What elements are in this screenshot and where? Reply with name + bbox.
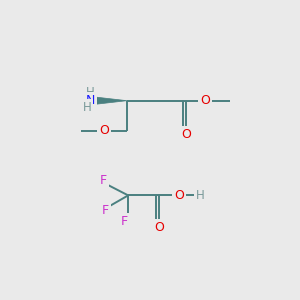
Text: O: O (174, 189, 184, 202)
Text: O: O (200, 94, 210, 107)
Text: H: H (86, 86, 95, 99)
Text: F: F (100, 174, 107, 187)
Text: F: F (121, 215, 128, 228)
Text: O: O (181, 128, 191, 141)
Text: F: F (101, 204, 109, 217)
Text: O: O (154, 221, 164, 234)
Text: O: O (99, 124, 109, 137)
Text: N: N (85, 94, 95, 107)
Polygon shape (97, 97, 127, 104)
Text: H: H (196, 189, 205, 202)
Text: H: H (82, 100, 91, 114)
